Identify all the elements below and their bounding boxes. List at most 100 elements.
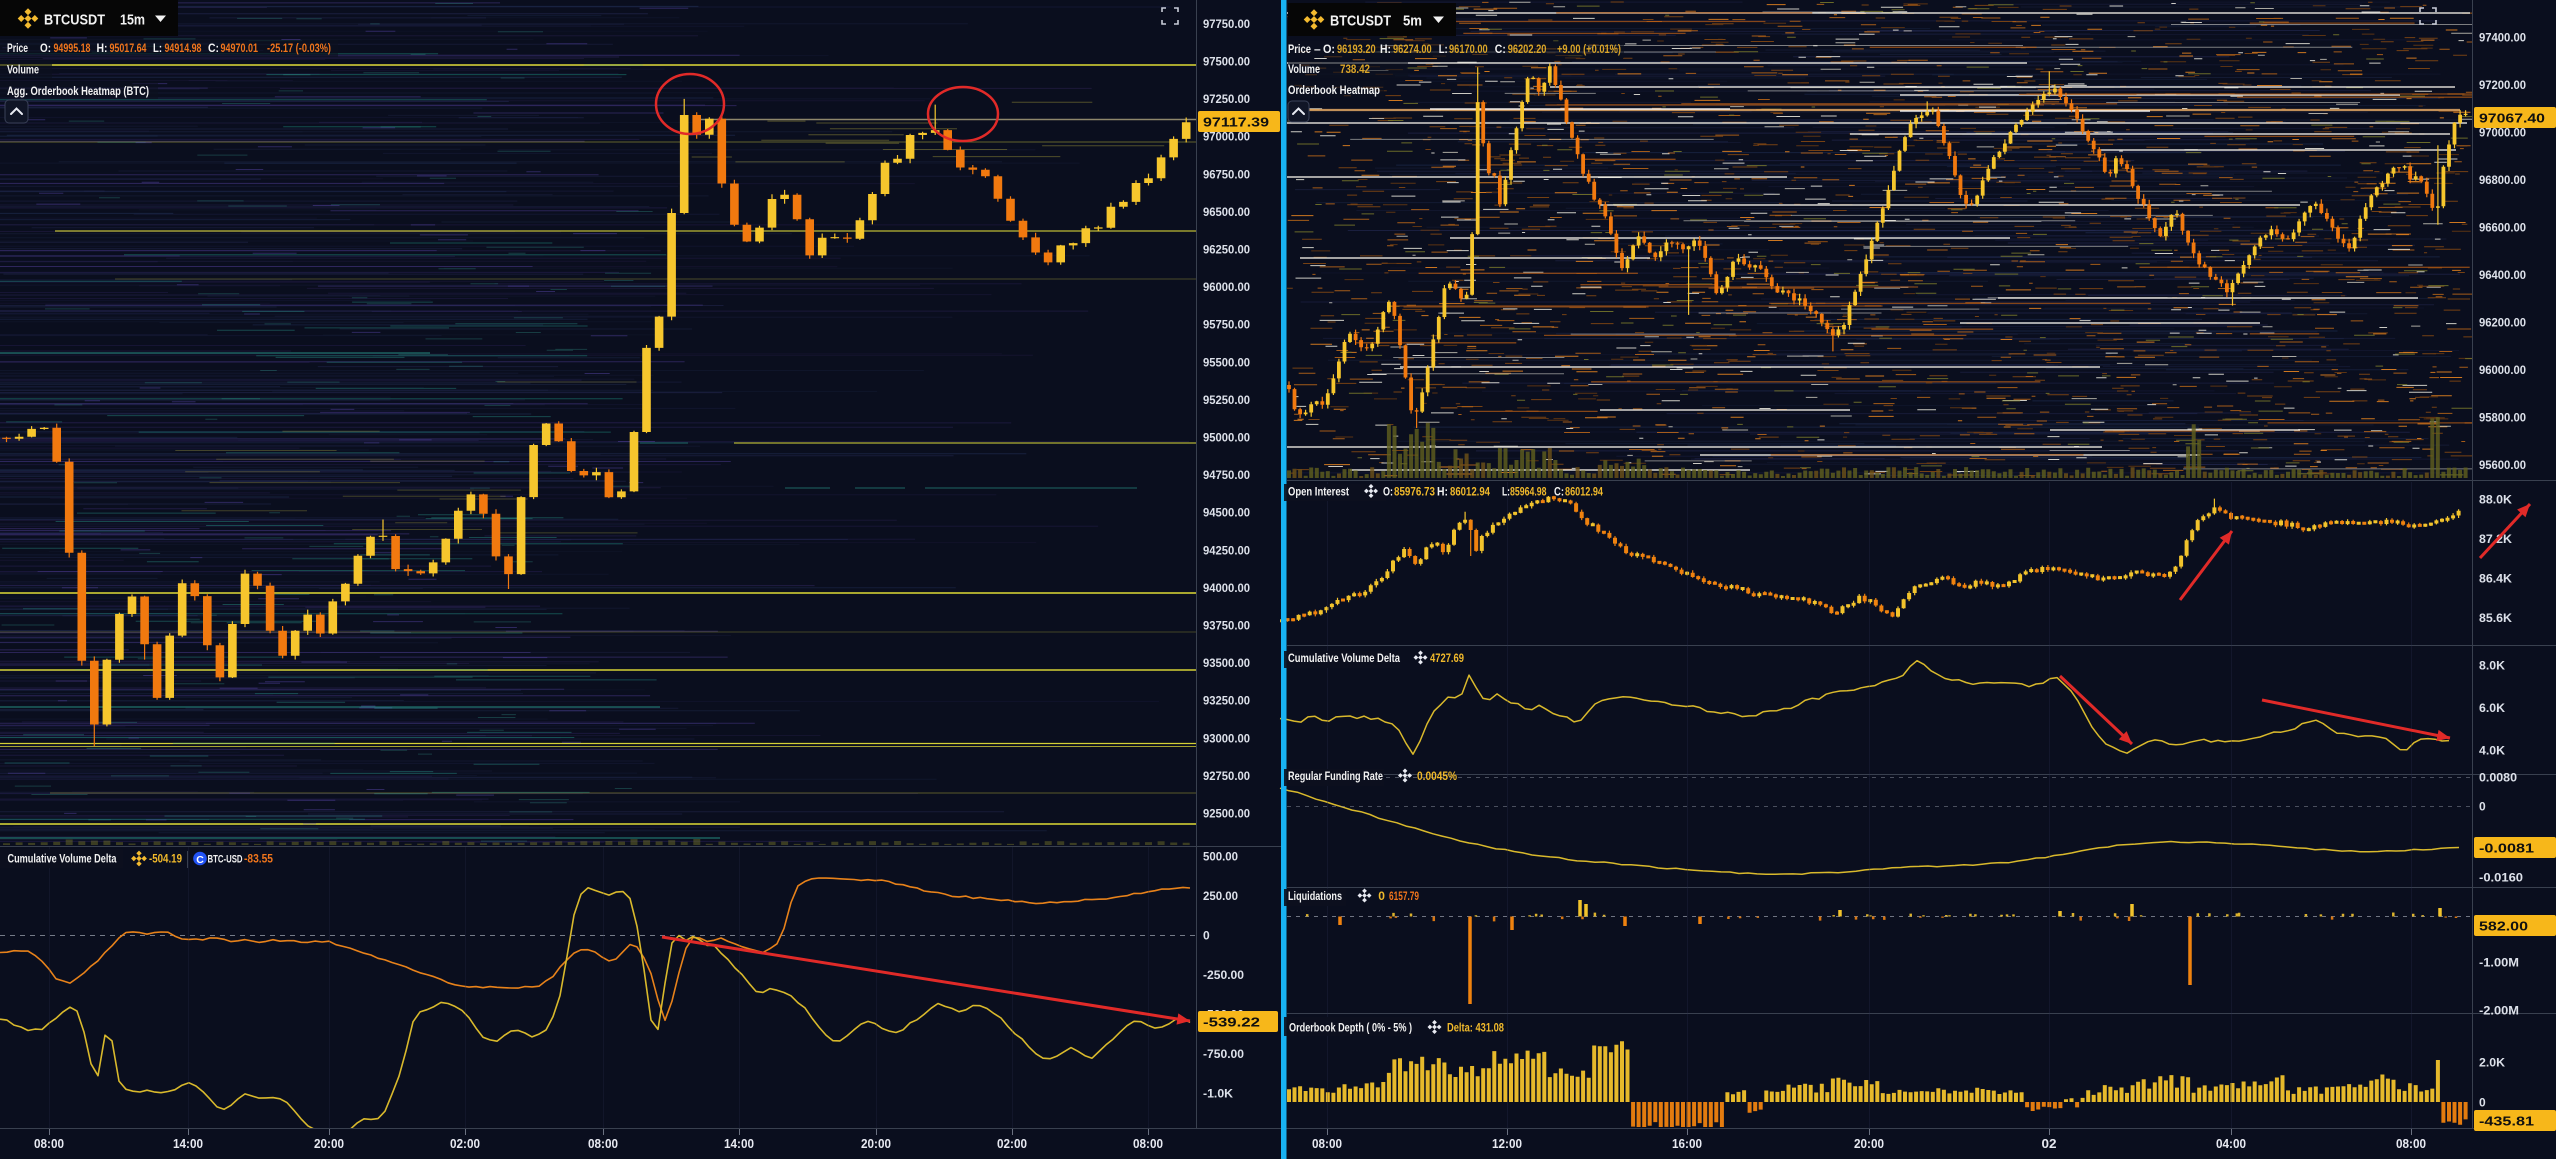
svg-text:08:00: 08:00 — [34, 1137, 64, 1151]
svg-text:95750.00: 95750.00 — [1203, 318, 1250, 332]
svg-text:85976.73: 85976.73 — [1394, 485, 1435, 499]
svg-text:93250.00: 93250.00 — [1203, 694, 1250, 708]
svg-text:92500.00: 92500.00 — [1203, 807, 1250, 821]
svg-text:500.00: 500.00 — [1203, 849, 1238, 863]
svg-text:Volume: Volume — [7, 63, 39, 77]
svg-text:-83.55: -83.55 — [244, 852, 273, 866]
svg-text:-504.19: -504.19 — [149, 852, 182, 866]
svg-text:94000.00: 94000.00 — [1203, 581, 1250, 595]
svg-text:Volume: Volume — [1288, 62, 1320, 76]
svg-text:-1.00M: -1.00M — [2479, 955, 2519, 969]
svg-text:-750.00: -750.00 — [1203, 1047, 1244, 1061]
svg-text:–: – — [1314, 42, 1321, 56]
svg-text:O:: O: — [1383, 485, 1393, 499]
svg-text:C:: C: — [1495, 42, 1506, 56]
svg-text:95600.00: 95600.00 — [2479, 458, 2526, 472]
svg-text:94250.00: 94250.00 — [1203, 543, 1250, 557]
svg-text:738.42: 738.42 — [1340, 62, 1370, 76]
svg-text:87.2K: 87.2K — [2479, 532, 2512, 546]
svg-text:95500.00: 95500.00 — [1203, 355, 1250, 369]
svg-text:88.0K: 88.0K — [2479, 492, 2512, 506]
svg-text:5m: 5m — [1403, 14, 1422, 30]
svg-text:6157.79: 6157.79 — [1389, 889, 1419, 903]
svg-text:4.0K: 4.0K — [2479, 743, 2505, 757]
svg-text:96274.00: 96274.00 — [1393, 42, 1432, 56]
svg-text:0.0080: 0.0080 — [2479, 770, 2517, 784]
svg-text:Regular Funding Rate: Regular Funding Rate — [1288, 769, 1383, 783]
svg-text:96202.20: 96202.20 — [1508, 42, 1547, 56]
svg-text:H:: H: — [1380, 42, 1391, 56]
svg-text:93750.00: 93750.00 — [1203, 619, 1250, 633]
svg-text:20:00: 20:00 — [314, 1137, 344, 1151]
svg-text:97500.00: 97500.00 — [1203, 55, 1250, 69]
svg-text:96400.00: 96400.00 — [2479, 268, 2526, 282]
svg-text:96600.00: 96600.00 — [2479, 220, 2526, 234]
svg-text:08:00: 08:00 — [588, 1137, 618, 1151]
svg-text:94995.18: 94995.18 — [54, 41, 91, 55]
svg-text:-435.81: -435.81 — [2479, 1114, 2534, 1129]
svg-text:08:00: 08:00 — [1312, 1137, 1342, 1151]
svg-text:97750.00: 97750.00 — [1203, 17, 1250, 31]
svg-text:02:00: 02:00 — [450, 1137, 480, 1151]
svg-text:92750.00: 92750.00 — [1203, 769, 1250, 783]
svg-text:94750.00: 94750.00 — [1203, 468, 1250, 482]
svg-text:O:: O: — [40, 41, 51, 55]
svg-text:0: 0 — [2479, 799, 2486, 813]
svg-text:96800.00: 96800.00 — [2479, 173, 2526, 187]
svg-text:-539.22: -539.22 — [1203, 1015, 1260, 1030]
svg-text:6.0K: 6.0K — [2479, 701, 2505, 715]
svg-text:94970.01: 94970.01 — [221, 41, 259, 55]
svg-text:Delta: 431.08: Delta: 431.08 — [1447, 1021, 1504, 1035]
svg-text:BTCUSDT: BTCUSDT — [44, 12, 105, 29]
svg-text:97400.00: 97400.00 — [2479, 30, 2526, 44]
svg-text:08:00: 08:00 — [1133, 1137, 1163, 1151]
svg-text:95000.00: 95000.00 — [1203, 431, 1250, 445]
svg-text:250.00: 250.00 — [1203, 889, 1238, 903]
svg-text:96000.00: 96000.00 — [1203, 280, 1250, 294]
svg-text:L:: L: — [153, 41, 162, 55]
svg-text:4727.69: 4727.69 — [1430, 651, 1464, 665]
svg-text:BTC-USD: BTC-USD — [208, 854, 243, 866]
svg-text:-0.0081: -0.0081 — [2479, 841, 2534, 856]
svg-text:2.0K: 2.0K — [2479, 1055, 2505, 1069]
svg-text:96250.00: 96250.00 — [1203, 243, 1250, 257]
svg-text:0: 0 — [2479, 1095, 2486, 1109]
svg-text:94500.00: 94500.00 — [1203, 506, 1250, 520]
svg-text:95017.64: 95017.64 — [110, 41, 147, 55]
svg-text:Cumulative Volume Delta: Cumulative Volume Delta — [8, 852, 117, 866]
svg-text:02:00: 02:00 — [997, 1137, 1027, 1151]
svg-text:L:: L: — [1502, 485, 1510, 499]
svg-text:02: 02 — [2042, 1137, 2057, 1151]
svg-text:16:00: 16:00 — [1672, 1137, 1702, 1151]
svg-text:-2.00M: -2.00M — [2479, 1003, 2519, 1017]
svg-text:08:00: 08:00 — [2396, 1137, 2426, 1151]
svg-text:86012.94: 86012.94 — [1565, 485, 1603, 499]
svg-text:H:: H: — [1437, 485, 1448, 499]
svg-text:96750.00: 96750.00 — [1203, 167, 1250, 181]
svg-text:Cumulative Volume Delta: Cumulative Volume Delta — [1288, 651, 1400, 665]
svg-text:-1.0K: -1.0K — [1203, 1086, 1233, 1100]
svg-text:0.0045%: 0.0045% — [1417, 769, 1457, 783]
svg-text:C:: C: — [1554, 485, 1564, 499]
svg-text:97200.00: 97200.00 — [2479, 78, 2526, 92]
svg-text:96500.00: 96500.00 — [1203, 205, 1250, 219]
svg-text:86012.94: 86012.94 — [1450, 485, 1490, 499]
svg-text:96000.00: 96000.00 — [2479, 363, 2526, 377]
svg-text:12:00: 12:00 — [1492, 1137, 1522, 1151]
svg-text:93000.00: 93000.00 — [1203, 731, 1250, 745]
svg-text:-0.0160: -0.0160 — [2479, 870, 2523, 884]
svg-text:C:: C: — [208, 41, 219, 55]
svg-text:Price: Price — [1288, 42, 1311, 56]
svg-text:14:00: 14:00 — [173, 1137, 203, 1151]
svg-text:+9.00 (+0.01%): +9.00 (+0.01%) — [1557, 42, 1621, 56]
svg-text:20:00: 20:00 — [1854, 1137, 1884, 1151]
svg-text:-250.00: -250.00 — [1203, 968, 1244, 982]
svg-text:20:00: 20:00 — [861, 1137, 891, 1151]
svg-text:15m: 15m — [120, 13, 145, 29]
svg-text:14:00: 14:00 — [724, 1137, 754, 1151]
svg-text:O:: O: — [1323, 42, 1335, 56]
svg-text:H:: H: — [97, 41, 108, 55]
svg-text:97000.00: 97000.00 — [1203, 130, 1250, 144]
svg-text:97117.39: 97117.39 — [1203, 115, 1269, 130]
svg-text:95250.00: 95250.00 — [1203, 393, 1250, 407]
